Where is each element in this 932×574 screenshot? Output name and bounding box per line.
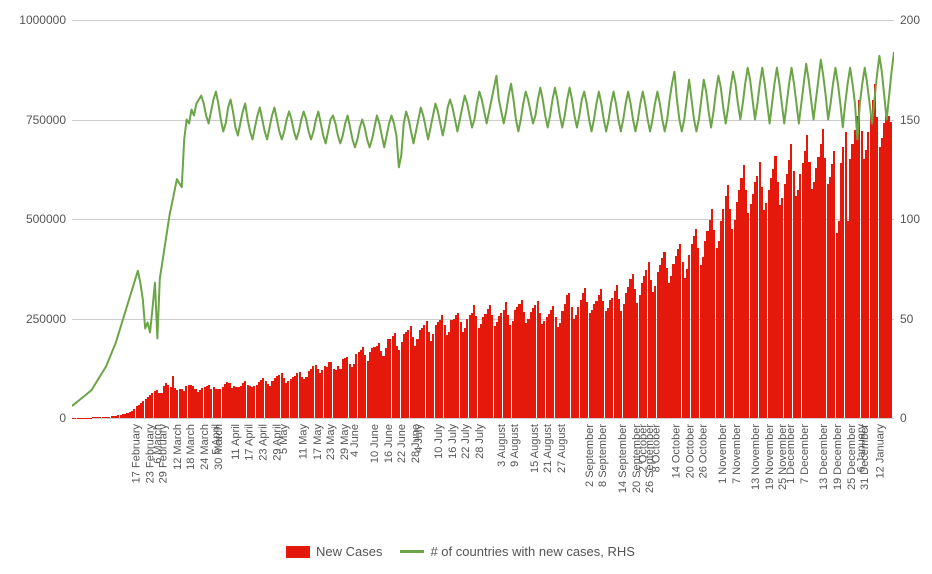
x-tick-label: 16 June [383, 424, 395, 463]
x-tick-label: 8 October [651, 424, 663, 472]
legend-swatch-line [400, 550, 424, 553]
plot-area [72, 20, 894, 418]
x-tick-label: 12 January [875, 424, 887, 478]
legend-label-new-cases: New Cases [316, 544, 382, 559]
x-tick-label: 2 September [584, 424, 596, 487]
x-tick-label: 14 September [617, 424, 629, 493]
y-right-tick-label: 0 [900, 411, 932, 425]
x-tick-label: 3 August [495, 424, 507, 467]
x-tick-label: 7 December [799, 424, 811, 484]
x-tick-label: 27 August [556, 424, 568, 473]
x-tick-label: 19 December [832, 424, 844, 490]
x-tick-label: 10 June [369, 424, 381, 463]
y-right-tick-label: 100 [900, 212, 932, 226]
x-tick-label: 11 May [297, 424, 309, 459]
x-tick-label: 23 May [325, 424, 337, 460]
x-tick-label: 17 February [130, 424, 142, 483]
legend-item-new-cases: New Cases [286, 544, 382, 559]
line-overlay [72, 20, 894, 418]
x-tick-label: 17 April [244, 424, 256, 461]
legend-swatch-bars [286, 546, 310, 558]
x-tick-label: 13 December [818, 424, 830, 490]
countries-line [72, 52, 894, 406]
x-tick-label: 22 July [460, 424, 472, 459]
x-tick-label: 4 July [413, 424, 425, 453]
x-tick-label: 18 March [185, 424, 197, 470]
x-tick-label: 23 April [258, 424, 270, 461]
y-right-tick-label: 150 [900, 113, 932, 127]
x-tick-label: 13 November [750, 424, 762, 490]
x-tick-label: 17 May [312, 424, 324, 460]
x-tick-label: 6 March [152, 424, 164, 464]
x-tick-label: 24 March [199, 424, 211, 470]
x-tick-label: 2 October [637, 424, 649, 472]
x-tick-label: 1 November [717, 424, 729, 484]
x-tick-label: 9 August [509, 424, 521, 467]
x-tick-label: 5 April [211, 424, 223, 455]
x-tick-label: 5 May [278, 424, 290, 454]
x-tick-label: 10 July [433, 424, 445, 459]
chart-container: 02500005000007500001000000 050100150200 … [0, 0, 932, 574]
x-tick-label: 22 June [396, 424, 408, 463]
y-right-tick-label: 200 [900, 13, 932, 27]
x-tick-label: 21 August [542, 424, 554, 473]
legend-label-countries: # of countries with new cases, RHS [430, 544, 634, 559]
y-left-tick-label: 750000 [6, 113, 66, 127]
x-tick-label: 1 December [785, 424, 797, 484]
x-tick-label: 7 November [731, 424, 743, 484]
x-tick-label: 4 June [349, 424, 361, 457]
x-tick-label: 20 October [684, 424, 696, 478]
x-tick-label: 12 March [171, 424, 183, 470]
x-tick-label: 8 September [597, 424, 609, 487]
grid-line [72, 418, 894, 419]
y-left-tick-label: 500000 [6, 212, 66, 226]
x-tick-label: 11 April [230, 424, 242, 460]
x-tick-label: 6 January [855, 424, 867, 472]
legend-item-countries: # of countries with new cases, RHS [400, 544, 634, 559]
y-left-tick-label: 250000 [6, 312, 66, 326]
x-tick-label: 15 August [529, 424, 541, 473]
y-left-tick-label: 1000000 [6, 13, 66, 27]
x-tick-label: 16 July [447, 424, 459, 459]
chart-legend: New Cases # of countries with new cases,… [286, 544, 635, 559]
x-tick-label: 14 October [671, 424, 683, 478]
y-left-tick-label: 0 [6, 411, 66, 425]
x-tick-label: 28 July [474, 424, 486, 459]
x-tick-label: 19 November [764, 424, 776, 490]
x-tick-label: 26 October [698, 424, 710, 478]
y-right-tick-label: 50 [900, 312, 932, 326]
